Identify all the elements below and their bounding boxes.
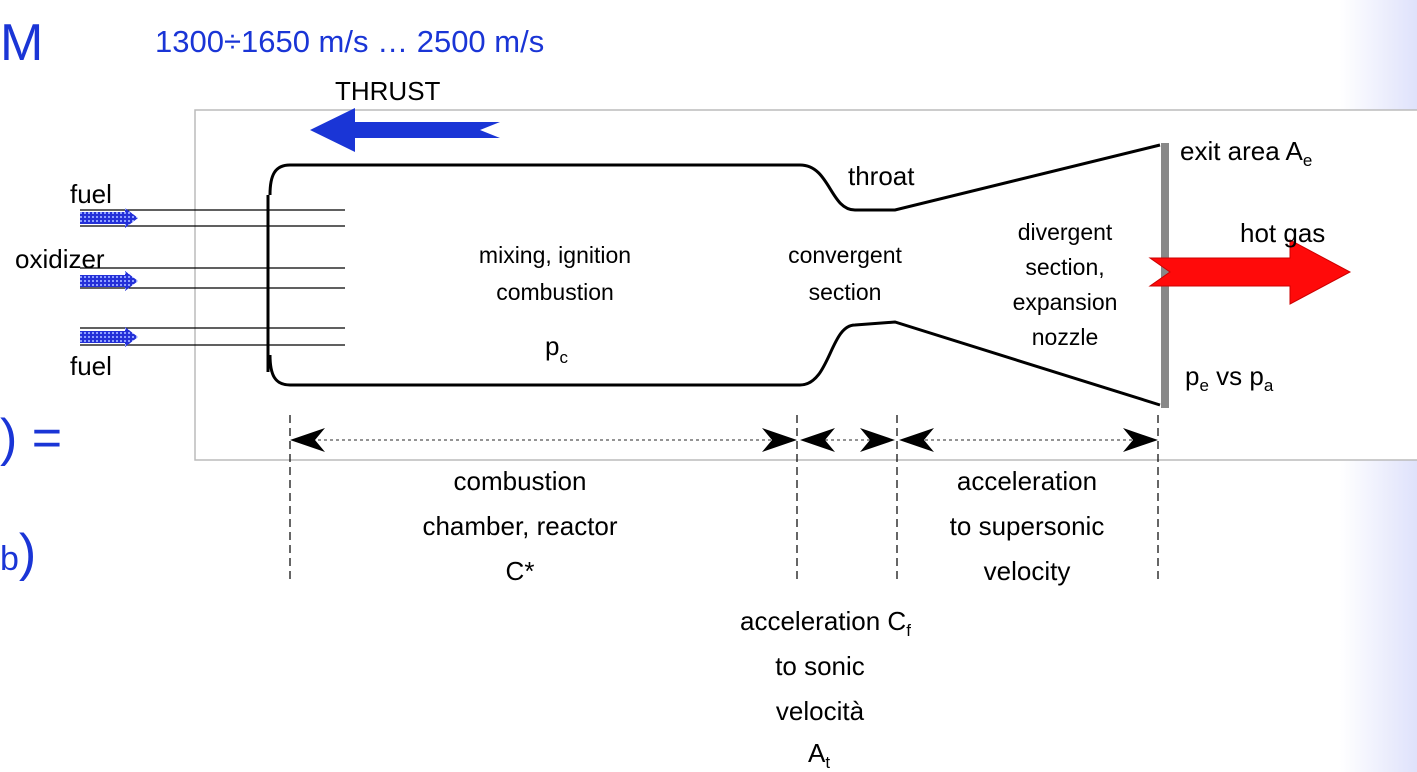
inlet-arrows [80,208,138,347]
engine-outline [266,143,1161,407]
divergent-label: expansion [1013,289,1118,315]
divergent-label: section, [1025,254,1104,280]
zone-label: combustion [454,466,587,496]
zone-label: At [808,738,830,772]
thrust-arrow [310,108,500,152]
fuel-label: fuel [70,179,112,209]
injector-tubes [80,209,345,346]
hot-gas-label: hot gas [1240,218,1325,248]
convergent-label: convergent [788,242,902,268]
zone-label: to supersonic [950,511,1105,541]
dimension-arrowheads [290,428,1158,452]
chamber-pressure: pc [545,331,568,367]
chamber-label: combustion [496,279,614,305]
zone-label: acceleration Cf [740,606,911,640]
speed: 1300÷1650 m/s … 2500 m/s [155,24,544,59]
divergent-label: divergent [1018,219,1113,245]
zone-label: C* [506,556,535,586]
zone-dividers [289,415,1159,580]
zone-label: velocity [984,556,1071,586]
hot-gas-arrow [1148,239,1352,305]
zone-label: acceleration [957,466,1097,496]
pressure-compare: pe vs pa [1185,361,1274,395]
thrust-label: THRUST [335,76,441,106]
fuel-label: fuel [70,351,112,381]
fragment: b) [0,524,36,582]
fragment: M [0,14,43,72]
divergent-label: nozzle [1032,324,1098,350]
chamber-label: mixing, ignition [479,242,631,268]
convergent-label: section [809,279,882,305]
exit-area-label: exit area Ae [1180,136,1312,170]
zone-label: velocità [776,696,865,726]
zone-label: to sonic [775,651,865,681]
oxidizer-label: oxidizer [15,244,105,274]
throat-label: throat [848,161,915,191]
zone-label: chamber, reactor [422,511,617,541]
fragment: ) = [0,409,62,467]
